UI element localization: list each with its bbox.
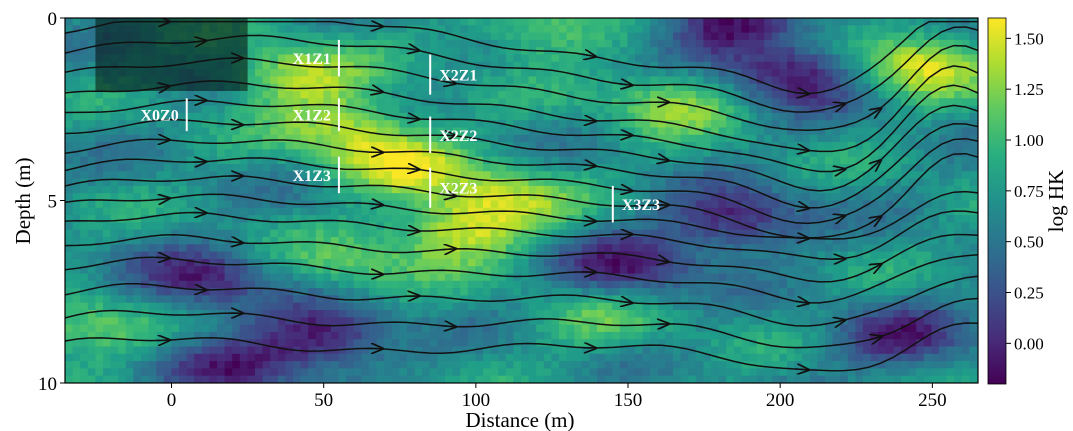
flow-arrow — [795, 206, 804, 208]
colorbar-tick-label: 1.50 — [1014, 29, 1044, 48]
well-x2z2: X2Z2 — [429, 116, 477, 154]
x-tick-label: 200 — [766, 390, 795, 411]
flow-arrow — [795, 93, 804, 94]
well-label: X2Z1 — [439, 68, 477, 85]
x-tick-label: 250 — [918, 390, 947, 411]
streamline — [65, 104, 978, 192]
flow-arrow — [618, 189, 628, 190]
flow-arrow — [831, 321, 841, 323]
well-label: X0Z0 — [140, 108, 178, 125]
streamline — [65, 254, 978, 304]
streamline — [65, 65, 978, 153]
y-tick-label: 5 — [48, 192, 58, 213]
y-tick-label: 0 — [48, 9, 58, 30]
flow-arrow — [831, 217, 841, 220]
streamlines — [65, 22, 978, 371]
colorbar-ticks: 0.00 0.25 0.50 0.75 1.00 1.25 1.50 — [1006, 29, 1044, 353]
streamline — [65, 297, 978, 349]
well-label: X1Z1 — [293, 51, 331, 68]
colorbar-tick-label: 0.00 — [1014, 334, 1044, 353]
flow-arrow — [405, 230, 415, 231]
y-axis: 0 5 10 — [38, 9, 65, 395]
shaded-region — [95, 18, 248, 91]
x-axis-label: Distance (m) — [465, 408, 574, 431]
streamline — [65, 26, 978, 113]
x-tick-label: 150 — [614, 390, 643, 411]
x-tick-label: 0 — [167, 390, 177, 411]
streamline — [65, 322, 978, 372]
flow-arrow — [582, 165, 591, 166]
streamline — [65, 44, 978, 131]
flow-arrow — [405, 48, 415, 50]
streamline — [65, 275, 978, 327]
well-x1z3: X1Z3 — [293, 156, 340, 194]
streamline — [65, 137, 978, 225]
colorbar-tick-label: 1.25 — [1014, 80, 1044, 99]
well-x0z0: X0Z0 — [140, 98, 188, 132]
flow-arrow — [442, 194, 451, 195]
y-axis-label: Depth (m) — [11, 158, 35, 245]
flow-arrow — [655, 158, 664, 160]
streamline — [65, 84, 978, 173]
colorbar-tick-label: 0.25 — [1014, 284, 1044, 303]
well-x2z1: X2Z1 — [429, 54, 477, 95]
flow-arrow — [442, 81, 451, 83]
streamline — [65, 123, 978, 209]
colorbar-label: log HK — [1044, 170, 1068, 232]
well-x1z2: X1Z2 — [293, 98, 340, 132]
flow-arrow — [795, 301, 804, 302]
flow-arrow — [192, 41, 202, 42]
flow-arrow — [582, 54, 591, 56]
flow-arrow — [442, 326, 451, 327]
streamline — [65, 233, 978, 283]
flow-arrow — [405, 118, 415, 119]
flow-arrow — [369, 90, 378, 92]
well-x3z3: X3Z3 — [611, 185, 660, 223]
colorbar-tick-label: 0.75 — [1014, 182, 1044, 201]
flow-arrow — [831, 105, 841, 108]
y-tick-label: 10 — [38, 374, 57, 395]
flow-arrow — [868, 338, 877, 340]
colorbar-tick-label: 1.00 — [1014, 131, 1044, 150]
streamline — [65, 152, 978, 239]
flow-arrow — [618, 301, 628, 302]
flow-arrow — [156, 257, 165, 258]
x-axis: 0 50 100 150 200 250 — [167, 383, 947, 411]
well-label: X3Z3 — [622, 197, 660, 214]
well-label: X1Z3 — [293, 168, 331, 185]
flow-arrow — [795, 149, 804, 150]
well-label: X1Z2 — [293, 108, 331, 125]
flow-arrow — [582, 120, 591, 121]
flow-arrow — [795, 369, 804, 370]
flow-arrow — [229, 242, 238, 243]
streamline — [65, 210, 978, 260]
flow-arrow — [831, 170, 841, 172]
well-x2z3: X2Z3 — [429, 167, 477, 208]
flow-arrow — [156, 199, 165, 200]
hk-field — [65, 18, 978, 383]
flow-arrow — [655, 259, 664, 261]
flow-arrow — [405, 168, 415, 169]
x-tick-label: 100 — [462, 390, 491, 411]
well-x1z1: X1Z1 — [293, 39, 340, 77]
well-label: X2Z2 — [439, 128, 477, 145]
wells: X0Z0 X1Z1 X1Z2 X1Z3 X2Z1 X2Z2 X2Z3 X3Z3 — [140, 39, 660, 223]
well-label: X2Z3 — [439, 181, 477, 198]
streamline — [65, 190, 978, 240]
colorbar — [987, 17, 1007, 385]
flow-arrow — [867, 163, 877, 171]
flow-arrow — [868, 266, 877, 271]
x-tick-label: 50 — [314, 390, 333, 411]
flow-arrow — [868, 111, 877, 117]
flow-arrow — [369, 204, 378, 205]
flow-arrow — [156, 87, 165, 89]
flow-arrow — [868, 219, 877, 225]
flow-arrow — [618, 84, 628, 85]
colorbar-tick-label: 0.50 — [1014, 233, 1044, 252]
streamline — [65, 20, 978, 95]
flow-arrow — [442, 249, 451, 250]
